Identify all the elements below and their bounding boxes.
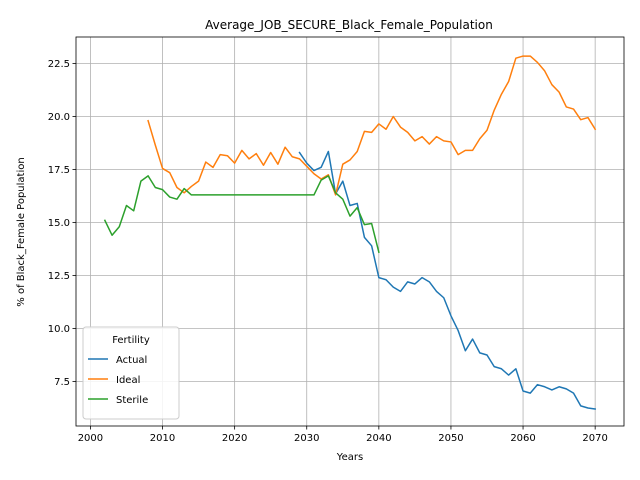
y-tick-label: 22.5 bbox=[48, 59, 70, 70]
y-tick-label: 15.0 bbox=[48, 218, 70, 229]
y-axis-label: % of Black_Female Population bbox=[16, 157, 27, 306]
plot-frame bbox=[75, 36, 625, 427]
legend-label-actual: Actual bbox=[116, 355, 147, 366]
x-tick-label: 2070 bbox=[582, 433, 607, 444]
x-axis-label: Years bbox=[336, 452, 363, 463]
legend-frame bbox=[82, 326, 180, 420]
x-tick-label: 2040 bbox=[366, 433, 391, 444]
chart-title: Average_JOB_SECURE_Black_Female_Populati… bbox=[205, 18, 493, 32]
x-tick-label: 2000 bbox=[78, 433, 103, 444]
series-line-actual bbox=[298, 150, 597, 410]
series-line-sterile bbox=[103, 175, 380, 254]
y-tick-label: 20.0 bbox=[48, 112, 70, 123]
y-tick-label: 12.5 bbox=[48, 271, 70, 282]
y-tick-label: 17.5 bbox=[48, 165, 70, 176]
x-tick-label: 2020 bbox=[222, 433, 247, 444]
x-tick-label: 2060 bbox=[510, 433, 535, 444]
legend-label-sterile: Sterile bbox=[116, 395, 148, 406]
series-line-ideal bbox=[147, 55, 597, 196]
axis-ticks: 2000 2010 2020 2030 2040 2050 2060 2070 7.5 10.0 1… bbox=[48, 59, 608, 444]
y-tick-label: 7.5 bbox=[54, 377, 70, 388]
y-tick-label: 10.0 bbox=[48, 324, 70, 335]
x-tick-label: 2030 bbox=[294, 433, 319, 444]
x-tick-label: 2010 bbox=[150, 433, 175, 444]
x-tick-label: 2050 bbox=[438, 433, 463, 444]
legend-title: Fertility bbox=[112, 335, 150, 346]
legend-label-ideal: Ideal bbox=[116, 375, 140, 386]
legend: Fertility Actual Ideal Sterile bbox=[82, 326, 180, 420]
series-lines bbox=[103, 55, 597, 410]
